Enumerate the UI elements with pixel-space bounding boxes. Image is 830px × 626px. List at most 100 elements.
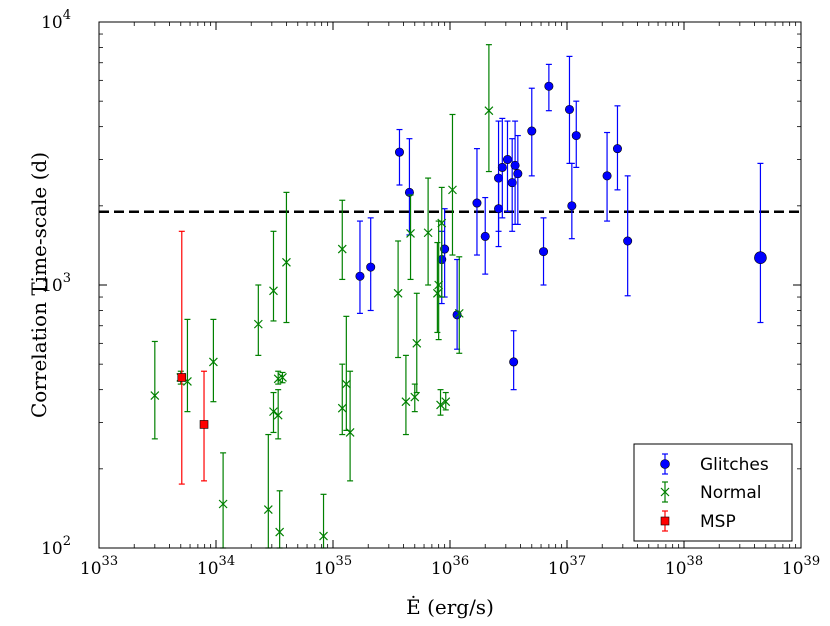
glitches-marker — [472, 198, 482, 208]
legend-normal-label: Normal — [700, 483, 762, 503]
glitches-marker — [567, 201, 577, 211]
x-tick-base: 10 — [314, 559, 336, 579]
x-tick-exponent: 34 — [219, 554, 236, 569]
glitches-point — [394, 128, 404, 186]
glitches-point — [612, 105, 622, 191]
x-tick-base: 10 — [782, 559, 804, 579]
normal-point — [282, 191, 291, 324]
normal-marker — [448, 185, 457, 195]
minor-ticks — [99, 22, 801, 548]
normal-marker — [432, 288, 442, 298]
legend-glitches-marker — [660, 459, 670, 469]
normal-marker — [218, 499, 228, 509]
normal-marker — [282, 257, 291, 267]
glitches-point — [509, 330, 519, 391]
normal-marker — [275, 527, 285, 537]
normal-marker — [441, 397, 451, 407]
x-tick-base: 10 — [197, 559, 219, 579]
glitches-point — [502, 120, 512, 213]
x-tick-base: 10 — [548, 559, 570, 579]
glitches-marker — [623, 236, 633, 246]
msp-marker — [199, 420, 209, 429]
normal-point — [269, 230, 278, 322]
glitches-marker — [564, 104, 574, 114]
y-tick-exponent: 4 — [63, 8, 71, 23]
glitches-point — [472, 148, 482, 256]
x-tick-exponent: 33 — [102, 554, 119, 569]
normal-point — [406, 194, 415, 281]
y-tick-exponent: 2 — [63, 534, 71, 549]
normal-point — [441, 391, 451, 411]
glitches-point — [564, 55, 574, 164]
normal-marker — [208, 357, 218, 367]
legend-normal-marker — [660, 487, 670, 497]
glitches-marker — [394, 147, 404, 157]
x-tick-label: 1035 — [314, 554, 352, 579]
normal-point — [278, 371, 287, 384]
glitches-marker — [507, 178, 517, 188]
series-glitches — [355, 55, 767, 391]
glitches-marker — [571, 131, 581, 141]
glitches-marker — [612, 144, 622, 154]
x-tick-label: 1038 — [665, 554, 703, 579]
normal-point — [432, 241, 442, 334]
glitches-point — [754, 162, 767, 324]
msp-marker — [177, 373, 187, 382]
x-tick-base: 10 — [665, 559, 687, 579]
series-msp — [177, 230, 209, 485]
normal-point — [269, 391, 278, 434]
series-layer — [150, 44, 767, 549]
normal-marker — [269, 407, 278, 417]
normal-point — [150, 340, 160, 440]
x-tick-exponent: 38 — [687, 554, 704, 569]
x-tick-exponent: 39 — [804, 554, 821, 569]
normal-point — [275, 490, 285, 549]
msp-point — [199, 370, 209, 482]
normal-point — [437, 186, 447, 298]
normal-marker — [412, 338, 422, 348]
normal-marker — [337, 244, 347, 254]
normal-marker — [410, 392, 420, 402]
glitches-point — [366, 217, 376, 312]
normal-marker — [401, 397, 411, 407]
plot-frame — [98, 21, 802, 549]
normal-marker — [337, 403, 347, 413]
normal-marker — [393, 288, 403, 298]
x-tick-exponent: 36 — [453, 554, 470, 569]
normal-point — [434, 220, 444, 341]
y-tick-label: 103 — [41, 271, 71, 296]
x-axis-label: Ė (erg/s) — [406, 595, 494, 619]
msp-point — [177, 230, 187, 485]
normal-marker — [423, 228, 433, 238]
x-tick-exponent: 37 — [570, 554, 587, 569]
y-tick-labels: 102 103 104 — [41, 8, 71, 559]
x-tick-exponent: 35 — [336, 554, 353, 569]
normal-point — [208, 318, 218, 403]
glitches-point — [480, 196, 490, 275]
legend-msp-marker — [660, 516, 670, 526]
normal-point — [412, 292, 422, 394]
normal-marker — [436, 400, 445, 410]
normal-point — [393, 240, 403, 359]
normal-point — [337, 199, 347, 281]
glitches-point — [497, 117, 507, 219]
normal-point — [454, 256, 464, 354]
x-tick-label: 1037 — [548, 554, 586, 579]
y-tick-exponent: 3 — [63, 271, 71, 286]
y-tick-label: 104 — [41, 8, 71, 33]
x-tick-label: 1033 — [80, 554, 118, 579]
legend-entry-msp: MSP — [660, 510, 736, 532]
x-tick-label: 1039 — [782, 554, 820, 579]
glitches-point — [440, 208, 450, 298]
y-tick-label: 102 — [41, 534, 71, 559]
normal-point — [448, 113, 457, 256]
glitches-marker — [544, 81, 554, 91]
normal-marker — [253, 319, 263, 329]
glitches-marker — [494, 204, 504, 214]
x-tick-base: 10 — [431, 559, 453, 579]
normal-point — [423, 177, 433, 286]
glitches-point — [539, 217, 549, 286]
normal-marker — [269, 286, 278, 296]
glitches-point — [544, 63, 554, 112]
